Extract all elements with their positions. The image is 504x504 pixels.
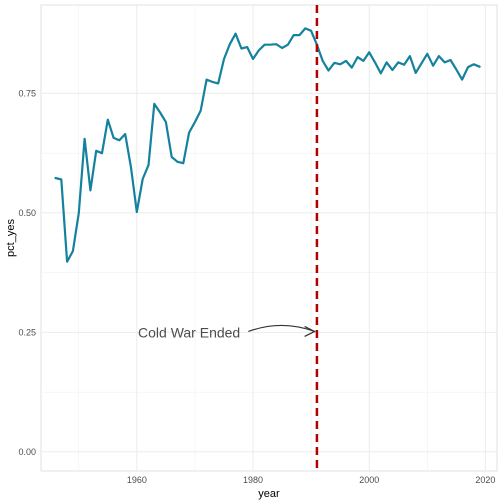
x-axis-title: year	[258, 488, 280, 500]
y-tick-label: 0.50	[18, 208, 36, 218]
y-tick-label: 0.00	[18, 447, 36, 457]
arrow-head-icon	[304, 325, 316, 337]
tick-labels: 1960 1980 2000 2020 0.00 0.25 0.50 0.75	[18, 88, 495, 485]
x-tick-label: 2020	[475, 475, 495, 485]
annotation-layer: Cold War Ended	[138, 5, 319, 471]
minor-gridlines	[41, 5, 497, 471]
y-axis-title: pct_yes	[5, 219, 17, 257]
series-layer	[54, 27, 481, 263]
annotation-arrow	[248, 324, 315, 333]
x-tick-label: 1960	[127, 475, 147, 485]
major-gridlines	[41, 5, 497, 471]
series-line	[54, 27, 481, 263]
y-tick-label: 0.75	[18, 88, 36, 98]
plot-panel	[40, 4, 498, 472]
x-tick-label: 1980	[243, 475, 263, 485]
y-tick-label: 0.25	[18, 327, 36, 337]
x-tick-label: 2000	[359, 475, 379, 485]
annotation-label: Cold War Ended	[138, 324, 240, 340]
